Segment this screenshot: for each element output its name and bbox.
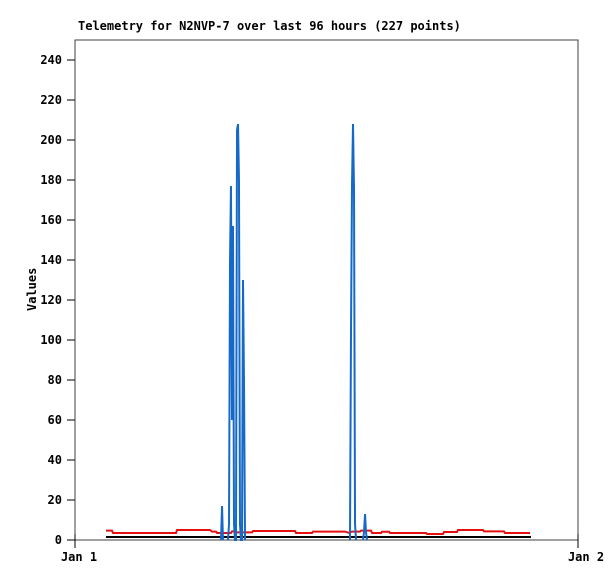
series-line-channel-blue: [220, 505, 224, 541]
y-tick-label: 40: [48, 453, 62, 467]
series-line-channel-blue: [348, 123, 358, 541]
y-tick-label: 60: [48, 413, 62, 427]
y-tick-label: 100: [40, 333, 62, 347]
y-tick-label: 120: [40, 293, 62, 307]
x-tick-label: Jan 1: [61, 550, 97, 564]
y-tick-label: 20: [48, 493, 62, 507]
series-line-channel-blue: [362, 513, 368, 541]
y-tick-label: 220: [40, 93, 62, 107]
y-tick-label: 160: [40, 213, 62, 227]
chart-title: Telemetry for N2NVP-7 over last 96 hours…: [78, 19, 461, 33]
y-tick-label: 0: [55, 533, 62, 547]
plot-border: [74, 39, 579, 541]
y-tick-label: 200: [40, 133, 62, 147]
y-tick-label: 180: [40, 173, 62, 187]
series-line-channel-red: [105, 529, 531, 535]
y-tick-label: 80: [48, 373, 62, 387]
series-line-channel-blue: [227, 123, 247, 541]
y-tick-label: 240: [40, 53, 62, 67]
x-tick-label: Jan 2: [568, 550, 604, 564]
y-tick-label: 140: [40, 253, 62, 267]
